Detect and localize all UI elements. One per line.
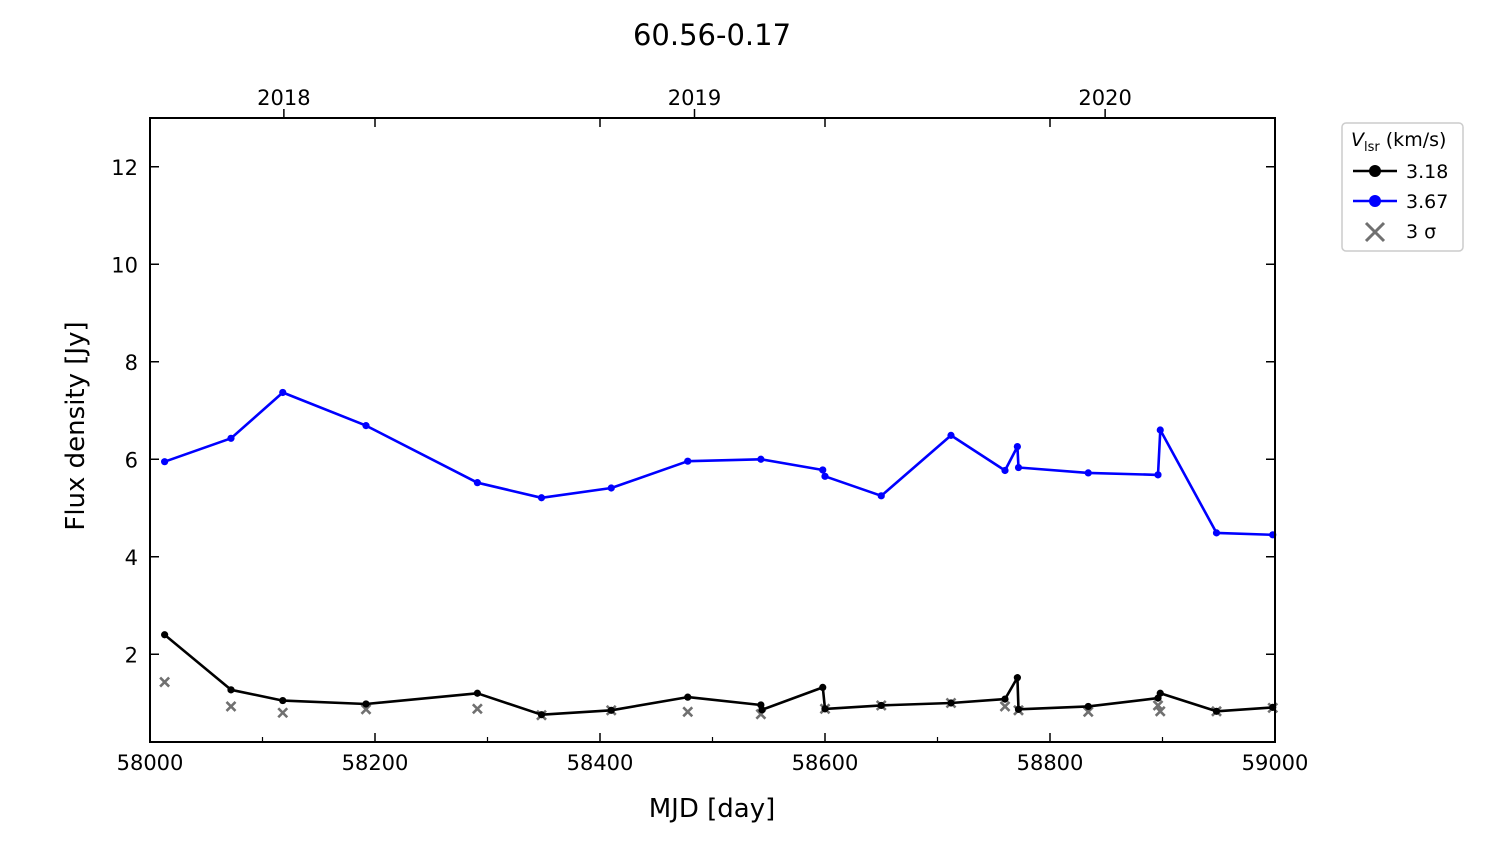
x-tick-label-58000: 58000 bbox=[117, 751, 184, 775]
series-line-3-67 bbox=[164, 391, 1273, 537]
series-point-3-18-19 bbox=[1156, 689, 1164, 697]
series-point-3-67-19 bbox=[1212, 529, 1221, 537]
series-point-3-67-9 bbox=[819, 466, 827, 474]
sigma-marker-3 bbox=[360, 703, 372, 715]
series-point-3-67-6 bbox=[607, 484, 615, 492]
legend-label-3-67: 3.67 bbox=[1406, 191, 1448, 213]
series-point-3-67-1 bbox=[227, 434, 235, 442]
sigma-marker-1 bbox=[225, 700, 237, 712]
series-point-3-18-7 bbox=[684, 693, 692, 701]
series-point-3-18-1 bbox=[227, 686, 235, 694]
y-tick-label-4: 4 bbox=[125, 546, 138, 570]
series-point-3-18-17 bbox=[1084, 702, 1092, 711]
x-tick-label-58600: 58600 bbox=[792, 751, 859, 775]
legend-title: Vlsr (km/s) bbox=[1351, 129, 1446, 155]
series-point-3-67-17 bbox=[1154, 471, 1162, 479]
legend-box bbox=[1341, 122, 1464, 252]
series-point-3-18-5 bbox=[537, 711, 546, 719]
series-point-3-18-10 bbox=[819, 683, 827, 692]
series-point-3-18-9 bbox=[758, 706, 766, 714]
sigma-marker-16 bbox=[1154, 705, 1166, 717]
y-tick-label-8: 8 bbox=[125, 351, 138, 375]
series-point-3-67-8 bbox=[757, 455, 765, 463]
legend: Vlsr (km/s) 3.18 3.67 3 σ bbox=[1341, 122, 1464, 252]
legend-title-symbol: V bbox=[1351, 129, 1366, 151]
sigma-marker-7 bbox=[682, 706, 694, 718]
series-point-3-18-6 bbox=[607, 706, 615, 714]
y-tick-label-12: 12 bbox=[111, 156, 138, 180]
series-point-3-18-11 bbox=[821, 705, 829, 713]
x-tick-label-58800: 58800 bbox=[1017, 751, 1084, 775]
x-axis-label: MJD [day] bbox=[649, 794, 776, 824]
series-point-3-18-2 bbox=[279, 696, 287, 705]
legend-label-3-18: 3.18 bbox=[1406, 161, 1448, 183]
top-tick-label-2020: 2020 bbox=[1078, 86, 1131, 110]
series-point-3-67-12 bbox=[947, 431, 955, 439]
sigma-marker-12 bbox=[999, 700, 1011, 712]
plot-frame bbox=[149, 117, 1276, 743]
sigma-marker-0 bbox=[159, 676, 171, 688]
series-point-3-18-3 bbox=[362, 700, 370, 708]
series-point-3-67-3 bbox=[362, 422, 370, 430]
series-point-3-67-5 bbox=[537, 494, 546, 502]
legend-title-unit: (km/s) bbox=[1380, 129, 1447, 151]
y-axis-label: Flux density [Jy] bbox=[61, 321, 91, 530]
series-point-3-67-10 bbox=[821, 472, 829, 480]
series-point-3-18-16 bbox=[1014, 705, 1023, 713]
series-line-3-18 bbox=[163, 633, 1273, 717]
series-point-3-18-15 bbox=[1013, 674, 1021, 682]
series-point-3-67-13 bbox=[1001, 466, 1009, 475]
series-point-3-18-14 bbox=[1001, 695, 1009, 703]
series-point-3-67-15 bbox=[1014, 463, 1023, 472]
legend-label-3-sigma: 3 σ bbox=[1406, 221, 1436, 243]
series-point-3-18-0 bbox=[161, 631, 169, 639]
y-tick-label-6: 6 bbox=[125, 448, 138, 472]
series-point-3-18-20 bbox=[1212, 707, 1221, 715]
series-point-3-67-2 bbox=[279, 388, 287, 397]
series-point-3-18-13 bbox=[947, 699, 955, 707]
legend-title-subscript: lsr bbox=[1364, 140, 1380, 155]
series-point-3-67-4 bbox=[473, 479, 481, 487]
sigma-marker-4 bbox=[471, 703, 483, 715]
series-point-3-67-16 bbox=[1084, 469, 1092, 477]
legend-marker-3-18 bbox=[1369, 165, 1381, 177]
y-tick-label-10: 10 bbox=[111, 253, 138, 277]
x-tick-label-59000: 59000 bbox=[1242, 751, 1309, 775]
top-tick-label-2018: 2018 bbox=[257, 86, 310, 110]
series-point-3-67-14 bbox=[1013, 442, 1021, 451]
sigma-marker-14 bbox=[1082, 706, 1094, 718]
chart-title: 60.56-0.17 bbox=[633, 18, 791, 52]
legend-marker-3-sigma bbox=[1364, 221, 1386, 243]
sigma-marker-15 bbox=[1152, 700, 1164, 711]
legend-marker-3-67 bbox=[1369, 195, 1381, 207]
series-point-3-67-7 bbox=[684, 457, 692, 465]
x-tick-label-58400: 58400 bbox=[567, 751, 634, 775]
series-point-3-67-18 bbox=[1156, 426, 1164, 434]
sigma-marker-2 bbox=[277, 707, 289, 719]
y-tick-label-2: 2 bbox=[125, 643, 138, 667]
series-point-3-18-4 bbox=[473, 689, 481, 697]
series-point-3-18-12 bbox=[877, 701, 885, 710]
series-point-3-67-11 bbox=[877, 492, 885, 500]
top-tick-label-2019: 2019 bbox=[668, 86, 721, 110]
x-tick-label-58200: 58200 bbox=[342, 751, 409, 775]
series-point-3-67-0 bbox=[161, 458, 169, 466]
